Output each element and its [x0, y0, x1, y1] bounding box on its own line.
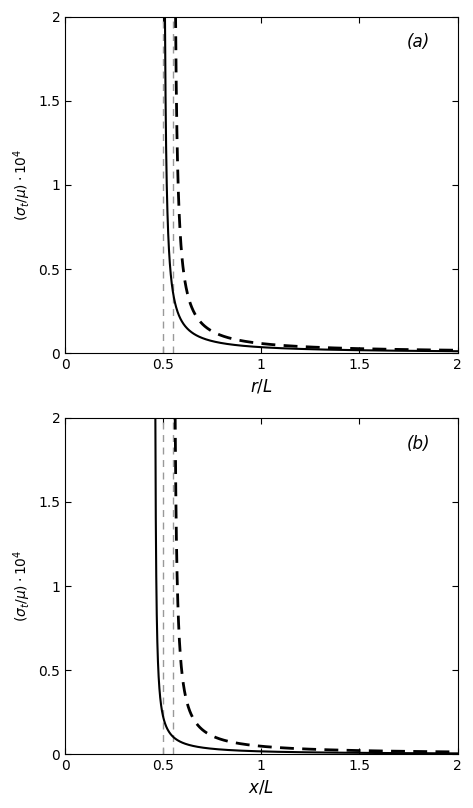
- X-axis label: $r/L$: $r/L$: [250, 377, 272, 396]
- Y-axis label: $(\sigma_t/\mu) \cdot 10^4$: $(\sigma_t/\mu) \cdot 10^4$: [11, 149, 33, 221]
- Text: (b): (b): [406, 435, 430, 452]
- Text: (a): (a): [406, 33, 430, 52]
- Y-axis label: $(\sigma_t/\mu) \cdot 10^4$: $(\sigma_t/\mu) \cdot 10^4$: [11, 550, 33, 622]
- X-axis label: $x/L$: $x/L$: [248, 779, 274, 797]
